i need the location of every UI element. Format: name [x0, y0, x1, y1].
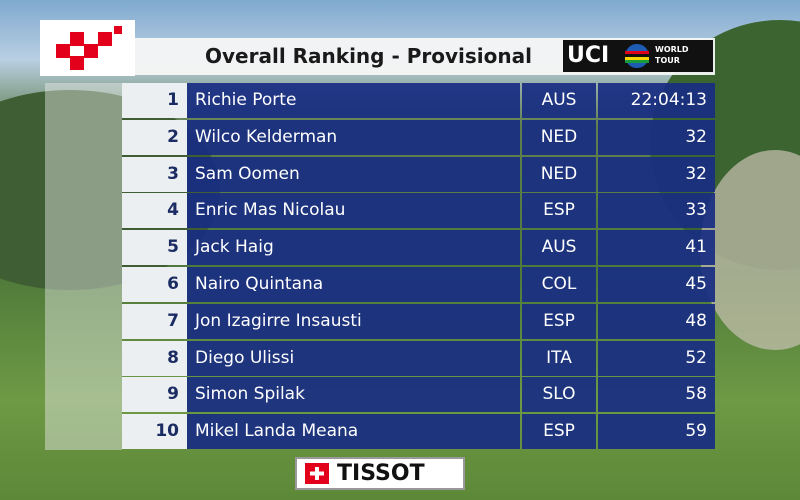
sponsor-text: TISSOT: [337, 461, 425, 486]
rider-name: Simon Spilak: [187, 377, 520, 413]
time-gap: 41: [598, 230, 715, 266]
race-logo: [40, 20, 135, 76]
nationality: SLO: [522, 377, 596, 413]
rider-name: Enric Mas Nicolau: [187, 193, 520, 229]
uci-logo: UCI WORLD TOUR: [563, 40, 713, 72]
table-row: 1 Richie Porte AUS 22:04:13: [122, 83, 715, 118]
rank: 9: [122, 377, 187, 413]
table-row: 8 Diego Ulissi ITA 52: [122, 340, 715, 376]
nationality: COL: [522, 267, 596, 302]
logo-square: [84, 44, 98, 58]
title: Overall Ranking - Provisional: [205, 44, 532, 68]
rider-name: Mikel Landa Meana: [187, 414, 520, 450]
rider-name: Nairo Quintana: [187, 267, 520, 302]
rainbow-globe: [625, 44, 649, 68]
nationality: AUS: [522, 83, 596, 118]
rank: 6: [122, 267, 187, 302]
time-gap: 32: [598, 119, 715, 155]
time-gap: 32: [598, 156, 715, 192]
table-row: 5 Jack Haig AUS 41: [122, 230, 715, 266]
rank: 5: [122, 230, 187, 266]
nationality: AUS: [522, 230, 596, 266]
cross: [310, 471, 324, 476]
logo-square: [70, 56, 84, 70]
time-gap: 59: [598, 414, 715, 450]
logo-square: [98, 32, 112, 46]
nationality: ESP: [522, 303, 596, 339]
rider-name: Sam Oomen: [187, 156, 520, 192]
nationality: NED: [522, 119, 596, 155]
rider-name: Jon Izagirre Insausti: [187, 303, 520, 339]
logo-square: [56, 44, 70, 58]
table-row: 7 Jon Izagirre Insausti ESP 48: [122, 303, 715, 339]
race-logo-icon: [56, 26, 122, 70]
rank: 3: [122, 156, 187, 192]
time-gap: 48: [598, 303, 715, 339]
stripe: [625, 51, 649, 54]
table-row: 10 Mikel Landa Meana ESP 59: [122, 414, 715, 450]
rider-name: Jack Haig: [187, 230, 520, 266]
stripe: [625, 57, 649, 60]
time-gap: 45: [598, 267, 715, 302]
time-gap: 52: [598, 340, 715, 376]
nationality: ESP: [522, 193, 596, 229]
rider-name: Wilco Kelderman: [187, 119, 520, 155]
rank: 4: [122, 193, 187, 229]
rider-name: Diego Ulissi: [187, 340, 520, 376]
stripe: [625, 54, 649, 57]
stripe: [625, 60, 649, 63]
nationality: NED: [522, 156, 596, 192]
rank: 2: [122, 119, 187, 155]
sponsor-icon: [305, 463, 329, 484]
rider-name: Richie Porte: [187, 83, 520, 118]
table-row: 3 Sam Oomen NED 32: [122, 156, 715, 192]
table-row: 6 Nairo Quintana COL 45: [122, 267, 715, 302]
uci-text: UCI: [567, 43, 610, 68]
rank: 7: [122, 303, 187, 339]
table-row: 4 Enric Mas Nicolau ESP 33: [122, 193, 715, 229]
sponsor-logo: TISSOT: [295, 457, 465, 490]
time-gap: 58: [598, 377, 715, 413]
rank: 10: [122, 414, 187, 450]
rank: 1: [122, 83, 187, 118]
time-gap: 33: [598, 193, 715, 229]
uci-subtitle: WORLD TOUR: [655, 45, 689, 65]
nationality: ITA: [522, 340, 596, 376]
logo-square: [114, 26, 122, 34]
time-gap: 22:04:13: [598, 83, 715, 118]
table-row: 9 Simon Spilak SLO 58: [122, 377, 715, 413]
table-row: 2 Wilco Kelderman NED 32: [122, 119, 715, 155]
nationality: ESP: [522, 414, 596, 450]
side-panel: [45, 83, 122, 450]
logo-square: [70, 32, 84, 46]
rank: 8: [122, 340, 187, 376]
